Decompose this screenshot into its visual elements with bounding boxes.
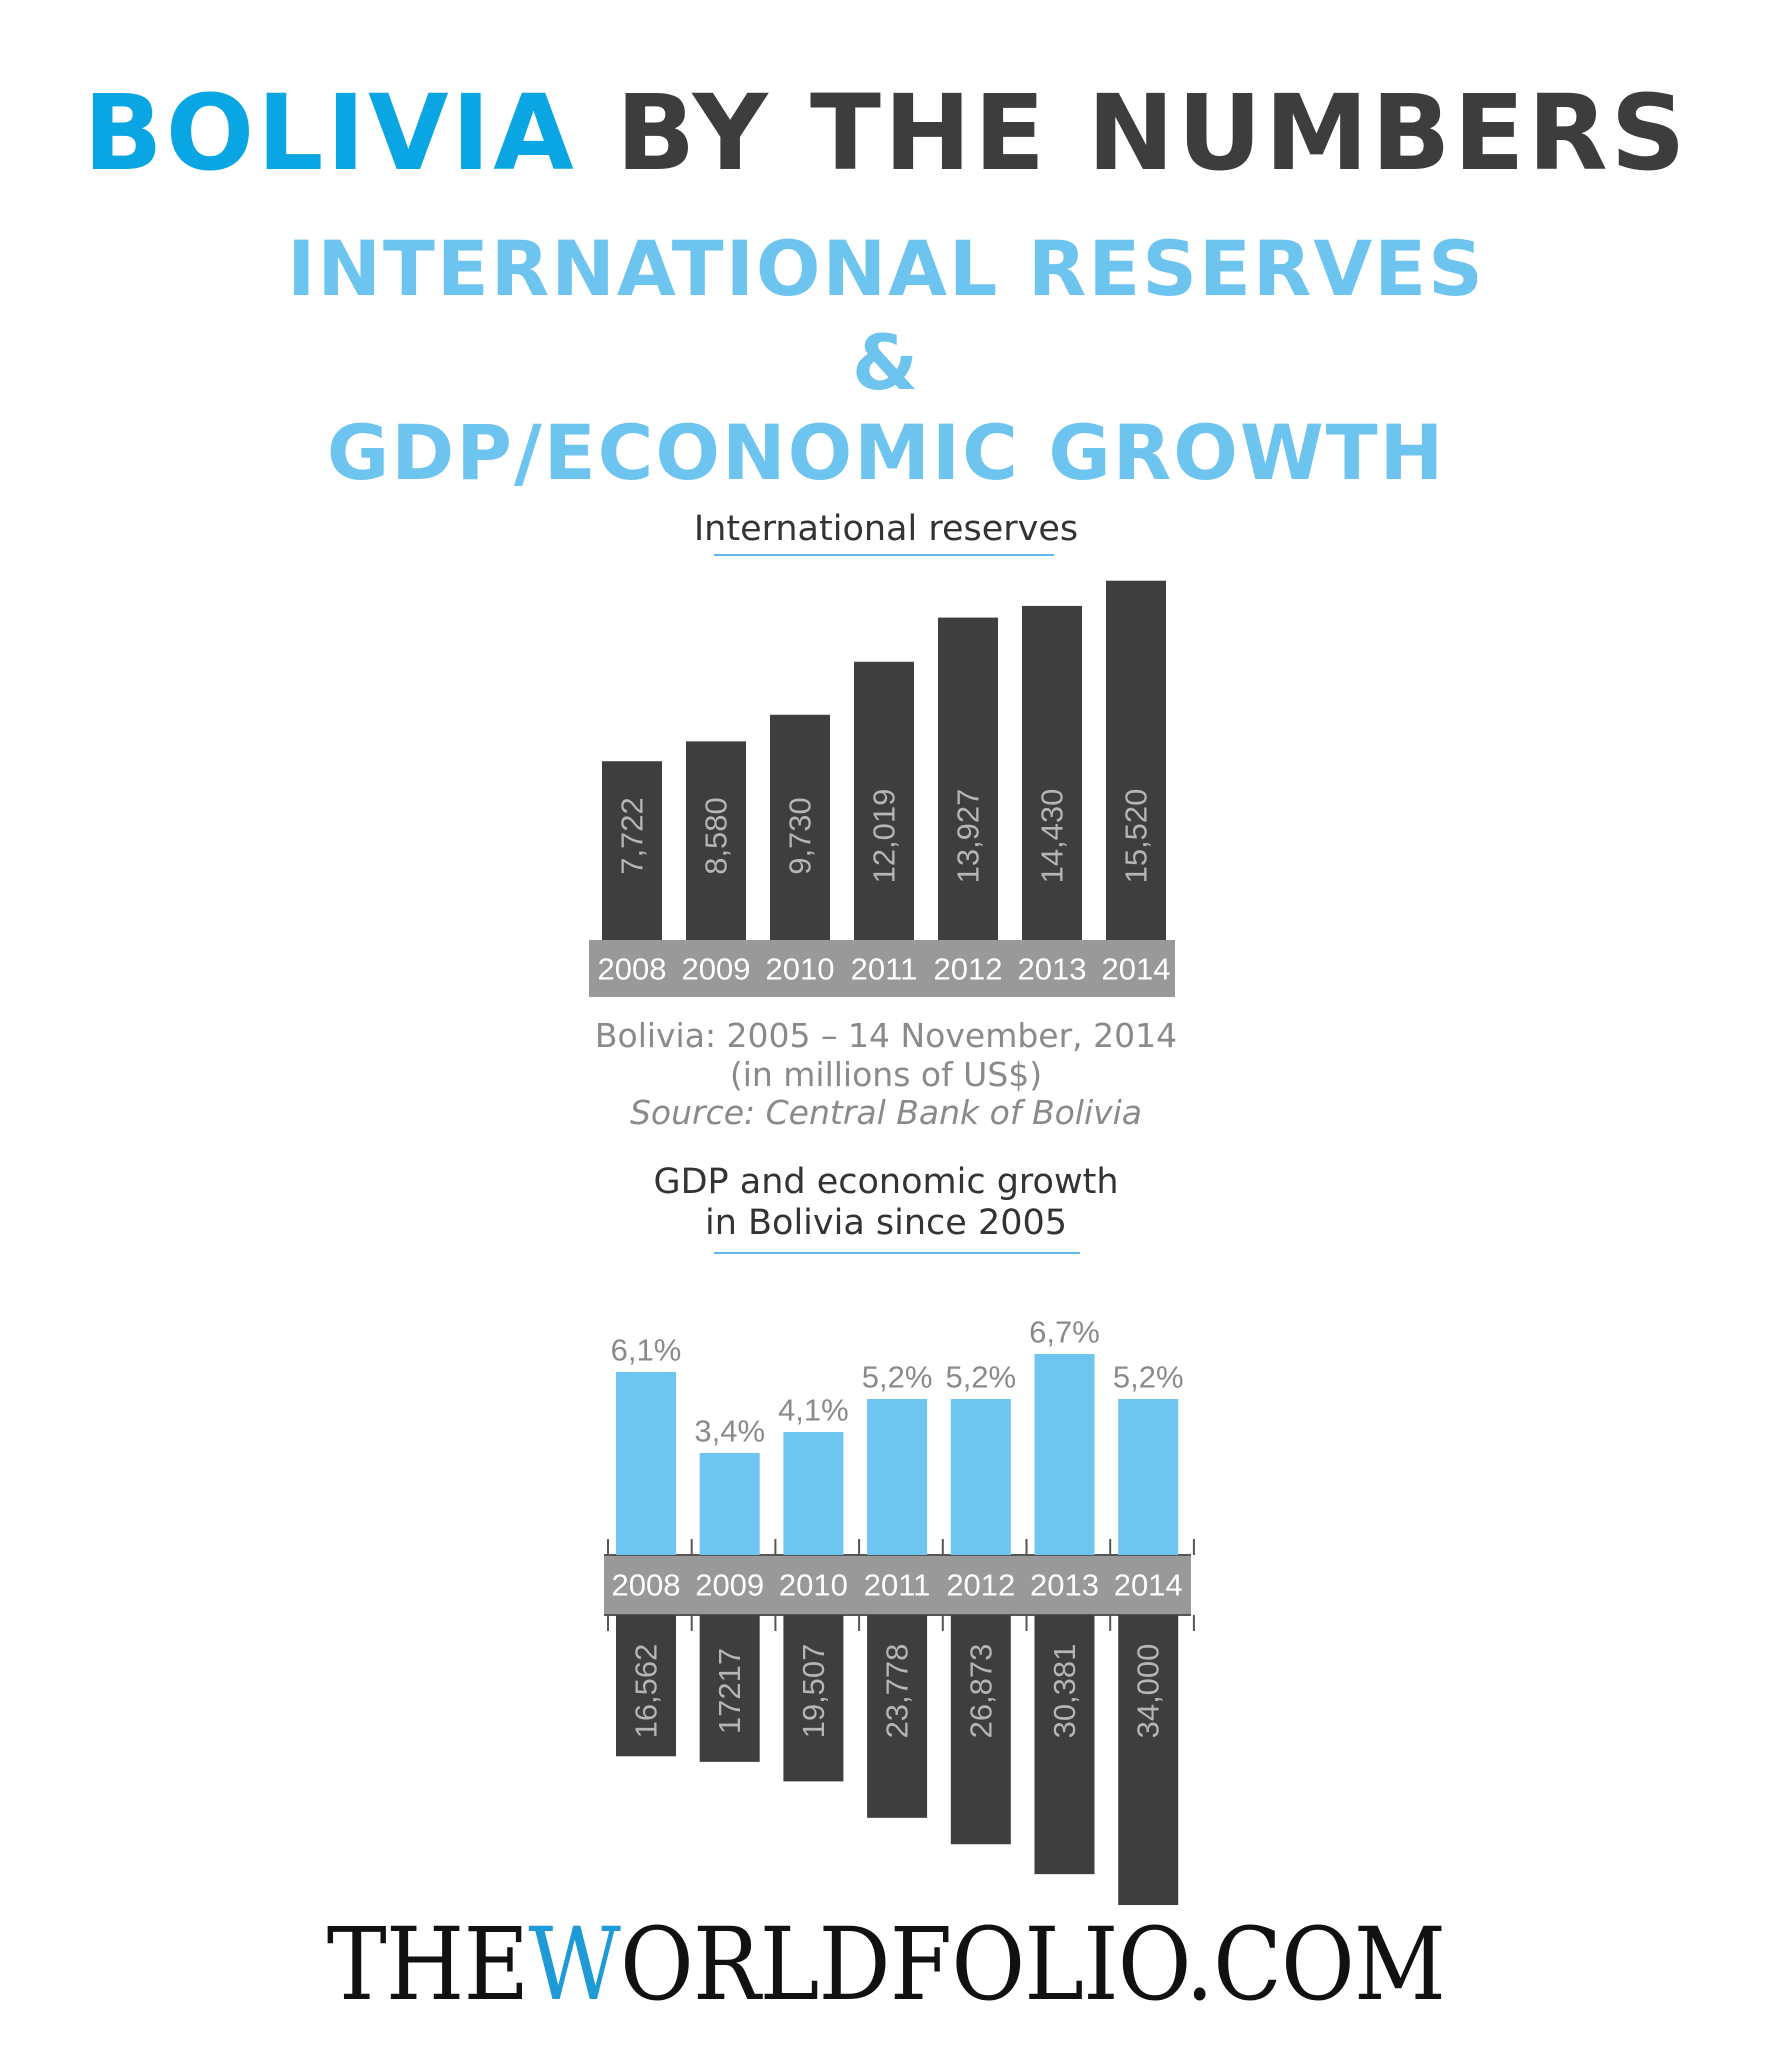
gdp-bar (1034, 1615, 1095, 1875)
growth-bar (1118, 1399, 1179, 1555)
reserves-value-label: 7,722 (615, 797, 650, 875)
growth-bar (783, 1432, 844, 1555)
reserves-heading: International reserves (693, 509, 1079, 549)
growth-value-label: 5,2% (1113, 1360, 1184, 1395)
gdp-year-label: 2014 (1114, 1568, 1183, 1603)
logo-w: W (528, 1906, 621, 2023)
reserves-bar (770, 714, 830, 940)
title-rest: BY THE NUMBERS (576, 72, 1689, 194)
growth-bar (867, 1399, 928, 1555)
reserves-bar (1022, 605, 1082, 940)
growth-value-label: 4,1% (778, 1393, 849, 1428)
reserves-value-label: 15,520 (1119, 789, 1154, 884)
gdp-value-label: 30,381 (1047, 1644, 1082, 1739)
reserves-year-label: 2013 (1018, 952, 1087, 987)
gdp-bar (783, 1615, 844, 1782)
reserves-bar (1106, 580, 1166, 940)
gdp-year-label: 2009 (695, 1568, 764, 1603)
reserves-year-label: 2014 (1102, 952, 1171, 987)
subtitle-line-1: INTERNATIONAL RESERVES (287, 224, 1485, 313)
growth-value-label: 3,4% (694, 1414, 765, 1449)
gdp-bar (950, 1615, 1011, 1845)
reserves-year-label: 2010 (766, 952, 835, 987)
gdp-bar (616, 1615, 676, 1757)
growth-bar (1034, 1354, 1095, 1555)
growth-value-label: 6,1% (611, 1333, 682, 1368)
reserves-value-label: 14,430 (1035, 789, 1070, 884)
reserves-year-label: 2008 (598, 952, 667, 987)
reserves-bar (854, 661, 914, 940)
gdp-heading-underline (714, 1252, 1080, 1254)
gdp-year-label: 2010 (779, 1568, 848, 1603)
reserves-heading-underline (714, 554, 1054, 556)
reserves-note-units: (in millions of US$) (729, 1055, 1043, 1094)
subtitle-line-2: & (851, 318, 921, 407)
gdp-value-label: 34,000 (1131, 1644, 1166, 1739)
gdp-value-label: 17217 (712, 1648, 747, 1734)
gdp-year-label: 2013 (1030, 1568, 1099, 1603)
logo-pre: THE (326, 1906, 529, 2023)
gdp-value-label: 16,562 (629, 1644, 664, 1739)
main-title: BOLIVIA BY THE NUMBERS (0, 68, 1772, 198)
gdp-heading-line-1: GDP and economic growth (653, 1162, 1119, 1202)
subtitle-line-3: GDP/ECONOMIC GROWTH (326, 408, 1446, 497)
logo-post: ORLDFOLIO.COM (619, 1906, 1446, 2023)
gdp-year-label: 2008 (612, 1568, 681, 1603)
reserves-bar (602, 761, 662, 940)
reserves-note-range: Bolivia: 2005 – 14 November, 2014 (594, 1016, 1178, 1055)
reserves-value-label: 12,019 (867, 789, 902, 884)
reserves-bar (686, 741, 746, 940)
growth-value-label: 5,2% (862, 1360, 933, 1395)
reserves-bar (938, 617, 998, 940)
reserves-year-label: 2011 (851, 952, 918, 987)
reserves-value-label: 9,730 (783, 797, 818, 875)
gdp-value-label: 26,873 (963, 1644, 998, 1739)
growth-bar (699, 1453, 760, 1555)
gdp-bar (1118, 1615, 1179, 1906)
growth-bar (616, 1372, 676, 1555)
reserves-value-label: 8,580 (699, 797, 734, 875)
title-accent: BOLIVIA (83, 72, 577, 194)
reserves-note-source: Source: Central Bank of Bolivia (629, 1093, 1143, 1132)
gdp-bar (699, 1615, 760, 1762)
gdp-bar (867, 1615, 928, 1818)
growth-value-label: 6,7% (1029, 1315, 1100, 1350)
growth-bar (950, 1399, 1011, 1555)
gdp-value-label: 23,778 (880, 1644, 915, 1739)
reserves-year-label: 2009 (682, 952, 751, 987)
reserves-axis-band (589, 940, 1175, 997)
growth-value-label: 5,2% (945, 1360, 1016, 1395)
gdp-year-label: 2012 (946, 1568, 1015, 1603)
gdp-heading-line-2: in Bolivia since 2005 (704, 1203, 1068, 1243)
reserves-value-label: 13,927 (951, 789, 986, 884)
reserves-year-label: 2012 (934, 952, 1003, 987)
site-logo: THEWORLDFOLIO.COM (89, 1910, 1684, 2020)
gdp-value-label: 19,507 (796, 1644, 831, 1739)
gdp-year-label: 2011 (864, 1568, 931, 1603)
gdp-axis-band (604, 1555, 1191, 1615)
